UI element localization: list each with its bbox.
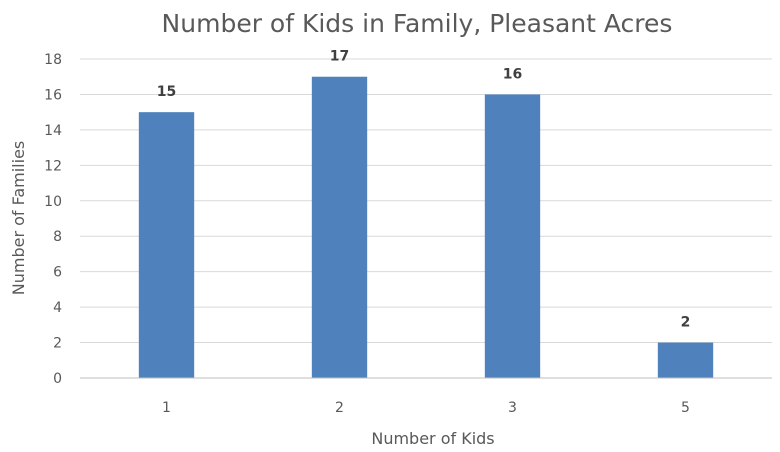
y-tick-label: 18 <box>44 52 62 68</box>
y-axis-title: Number of Families <box>9 141 28 296</box>
y-tick-label: 4 <box>53 300 62 316</box>
y-tick-label: 14 <box>44 123 62 139</box>
data-label-2: 17 <box>330 49 349 65</box>
x-tick-label: 1 <box>162 400 171 416</box>
bars <box>138 76 714 379</box>
x-tick-label: 3 <box>508 400 517 416</box>
bar-1 <box>138 112 195 379</box>
y-tick-label: 2 <box>53 336 62 352</box>
gridlines <box>80 58 772 344</box>
chart-title: Number of Kids in Family, Pleasant Acres <box>162 9 673 38</box>
data-labels: 15 17 16 2 <box>157 49 691 331</box>
bar-5 <box>657 342 714 378</box>
bar-3 <box>484 94 541 378</box>
y-tick-label: 10 <box>44 194 62 210</box>
x-axis-title: Number of Kids <box>371 429 494 448</box>
x-tick-label: 5 <box>681 400 690 416</box>
y-tick-label: 12 <box>44 158 62 174</box>
y-tick-label: 8 <box>53 229 62 245</box>
y-tick-label: 16 <box>44 87 62 103</box>
y-tick-label: 6 <box>53 265 62 281</box>
bar-2 <box>311 76 368 378</box>
data-label-3: 16 <box>503 66 522 82</box>
x-tick-label: 2 <box>335 400 344 416</box>
data-label-1: 15 <box>157 84 176 100</box>
x-axis-ticks: 1 2 3 5 <box>162 400 690 416</box>
y-tick-label: 0 <box>53 371 62 387</box>
y-axis-ticks: 0 2 4 6 8 10 12 14 16 18 <box>44 52 62 387</box>
data-label-5: 2 <box>681 315 691 331</box>
